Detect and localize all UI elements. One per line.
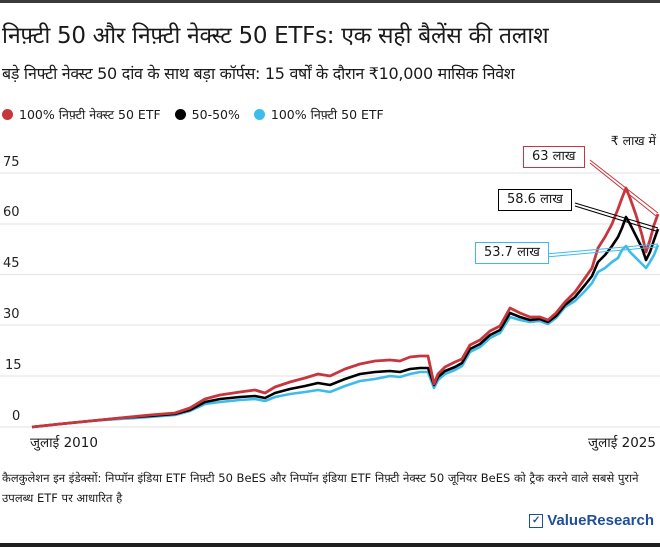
ytick-75: 75 [3,155,20,170]
legend-dot-blue-icon [253,109,265,120]
legend: 100% निफ़्टी नेक्स्ट 50 ETF 50-50% 100% … [2,106,384,123]
callout-5050-value: 58.6 लाख [498,189,572,211]
ytick-60: 60 [3,205,20,220]
legend-label: 100% निफ़्टी 50 ETF [270,107,384,122]
brand-name: ValueResearch [547,512,654,529]
series-5050-line [31,215,660,429]
legend-label: 50-50% [191,107,240,122]
callout-nifty50-value: 53.7 लाख [475,242,549,264]
line-chart: 0 15 30 45 60 75 [0,155,660,429]
x-label-start: जुलाई 2010 [30,435,98,451]
y-axis-ticks: 0 15 30 45 60 75 [3,155,22,424]
legend-item-nifty50: 100% निफ़्टी 50 ETF [253,106,384,123]
ytick-30: 30 [3,307,20,322]
legend-item-5050: 50-50% [174,107,240,122]
ytick-0: 0 [12,409,20,424]
unit-label: ₹ लाख में [610,133,656,148]
series-nifty50-line [31,244,660,429]
top-border [0,0,660,3]
brand-logo: ✓ ValueResearch [529,512,654,529]
footnote: कैलकुलेशन इन इंडेक्सों: निप्पॉन इंडिया E… [2,471,639,505]
callout-next50-value: 63 लाख [523,146,585,168]
gridlines [0,172,660,428]
legend-dot-black-icon [174,109,186,120]
ytick-15: 15 [5,358,22,373]
legend-item-next50: 100% निफ़्टी नेक्स्ट 50 ETF [2,106,161,123]
ytick-45: 45 [3,256,20,271]
chart-title: निफ़्टी 50 और निफ़्टी नेक्स्ट 50 ETFs: ए… [2,23,549,49]
bottom-border [0,543,660,547]
chart-subtitle: बड़े निफ्टी नेक्स्ट 50 दांव के साथ बड़ा … [2,64,515,83]
series-next50-line [31,186,660,429]
checkbox-logo-icon: ✓ [529,513,544,528]
legend-label: 100% निफ़्टी नेक्स्ट 50 ETF [19,107,161,122]
x-label-end: जुलाई 2025 [588,435,656,451]
callout-leaders [545,159,659,258]
legend-dot-red-icon [2,109,13,120]
